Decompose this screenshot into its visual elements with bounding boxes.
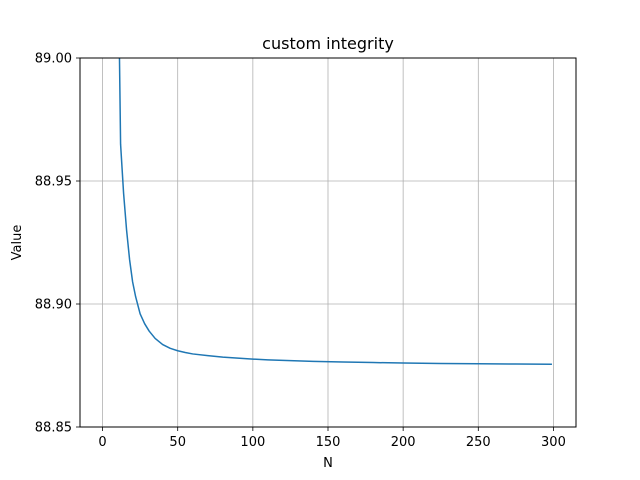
x-tick-label: 200 (391, 435, 416, 450)
x-axis-label: N (323, 456, 333, 471)
series-layer (118, 58, 552, 366)
y-tick-label: 88.95 (35, 175, 72, 190)
series-line (118, 58, 552, 366)
x-tick-label: 50 (169, 435, 186, 450)
x-tick-label: 250 (466, 435, 491, 450)
x-tick-label: 100 (240, 435, 265, 450)
ticks: 0 50 100 150 200 250 300 88.85 88.90 88.95 89.00 (35, 52, 566, 451)
y-tick-label: 89.00 (35, 52, 72, 67)
x-tick-label: 300 (541, 435, 566, 450)
x-tick-label: 150 (316, 435, 341, 450)
y-axis-label: Value (10, 225, 25, 261)
y-tick-label: 88.90 (35, 298, 72, 313)
chart-title: custom integrity (262, 34, 394, 53)
y-tick-label: 88.85 (35, 421, 72, 436)
x-tick-label: 0 (98, 435, 106, 450)
